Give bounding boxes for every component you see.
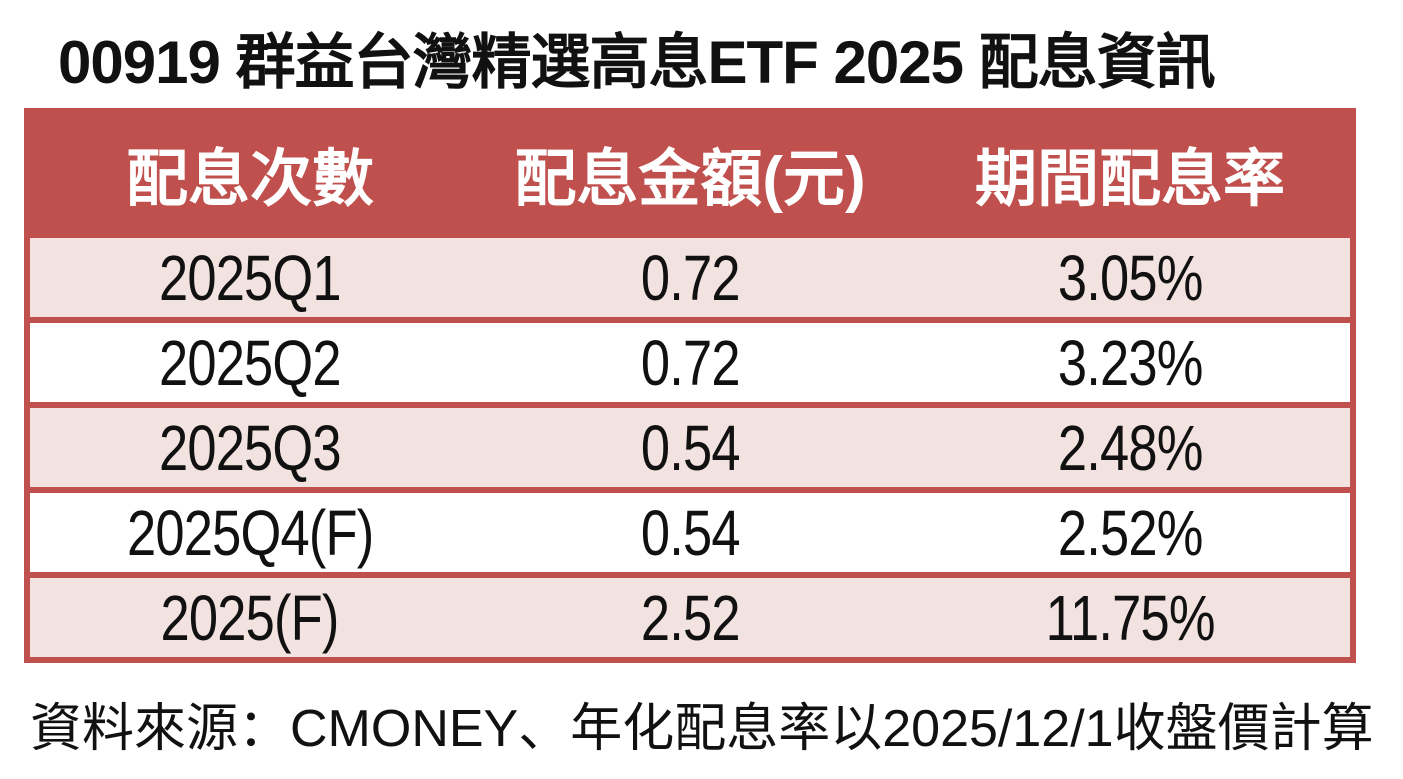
period-value: 2025Q1: [159, 241, 342, 314]
cell-rate: 3.23%: [910, 323, 1350, 402]
period-value: 2025(F): [160, 581, 340, 654]
cell-amount: 0.72: [470, 323, 910, 402]
cell-rate: 3.05%: [910, 238, 1350, 317]
period-value: 2025Q3: [159, 411, 342, 484]
column-header-amount: 配息金額(元): [514, 145, 866, 214]
amount-value: 0.72: [640, 326, 741, 399]
cell-period: 2025Q4(F): [30, 493, 470, 572]
cell-rate: 2.48%: [910, 408, 1350, 487]
table-row-2025q3: 2025Q3 0.54 2.48%: [30, 402, 1350, 487]
source-note: 資料來源：CMONEY、年化配息率以2025/12/1收盤價計算: [30, 700, 1374, 758]
table-row-2025q1: 2025Q1 0.72 3.05%: [30, 232, 1350, 317]
cell-period: 2025(F): [30, 578, 470, 657]
rate-value: 3.05%: [1057, 241, 1204, 314]
cell-amount: 0.54: [470, 493, 910, 572]
dividend-table: 配息次數 配息金額(元) 期間配息率 2025Q1 0.72 3.05% 202…: [24, 108, 1356, 663]
cell-amount: 2.52: [470, 578, 910, 657]
cell-period: 2025Q1: [30, 238, 470, 317]
amount-value: 0.54: [640, 411, 741, 484]
table-row-2025q4f: 2025Q4(F) 0.54 2.52%: [30, 487, 1350, 572]
rate-value: 3.23%: [1057, 326, 1204, 399]
cell-period: 2025Q2: [30, 323, 470, 402]
table-row-2025q2: 2025Q2 0.72 3.23%: [30, 317, 1350, 402]
column-header-rate: 期間配息率: [974, 145, 1285, 214]
table-header-row: 配息次數 配息金額(元) 期間配息率: [30, 114, 1350, 232]
cell-amount: 0.54: [470, 408, 910, 487]
period-value: 2025Q2: [159, 326, 342, 399]
amount-value: 2.52: [640, 581, 741, 654]
table-row-2025f: 2025(F) 2.52 11.75%: [30, 572, 1350, 657]
amount-value: 0.72: [640, 241, 741, 314]
period-value: 2025Q4(F): [126, 496, 374, 569]
rate-value: 2.52%: [1057, 496, 1204, 569]
cell-rate: 11.75%: [910, 578, 1350, 657]
rate-value: 2.48%: [1057, 411, 1204, 484]
cell-period: 2025Q3: [30, 408, 470, 487]
cell-amount: 0.72: [470, 238, 910, 317]
rate-value: 11.75%: [1045, 581, 1215, 654]
cell-rate: 2.52%: [910, 493, 1350, 572]
page-title: 00919 群益台灣精選高息ETF 2025 配息資訊: [58, 29, 1216, 96]
amount-value: 0.54: [640, 496, 741, 569]
column-header-period: 配息次數: [125, 145, 374, 214]
